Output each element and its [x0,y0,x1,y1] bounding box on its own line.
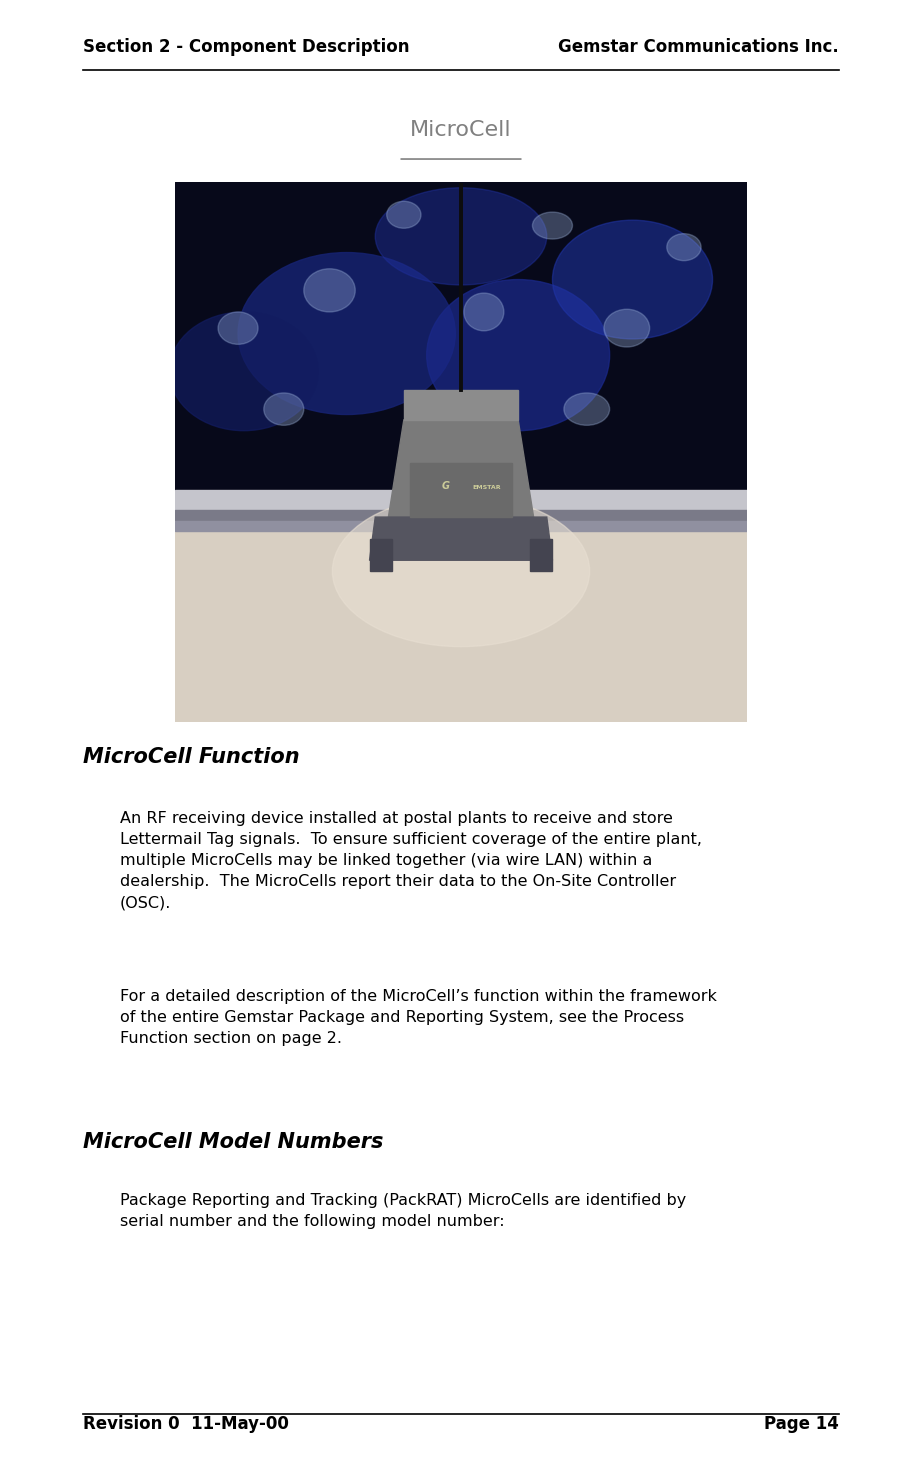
Ellipse shape [464,293,503,331]
Text: MicroCell Function: MicroCell Function [83,747,300,767]
Text: Section 2 - Component Description: Section 2 - Component Description [83,38,409,55]
Ellipse shape [333,496,590,646]
Text: Package Reporting and Tracking (PackRAT) MicroCells are identified by
serial num: Package Reporting and Tracking (PackRAT)… [120,1193,686,1230]
Text: Gemstar Communications Inc.: Gemstar Communications Inc. [558,38,839,55]
Bar [404,390,518,420]
Ellipse shape [667,233,701,261]
Ellipse shape [238,252,455,414]
Text: MicroCell Model Numbers: MicroCell Model Numbers [83,1132,384,1153]
Bar [175,516,747,722]
Bar [409,463,513,516]
Text: Page 14: Page 14 [764,1415,839,1433]
Bar [175,511,747,519]
Polygon shape [386,420,536,528]
Bar [175,182,747,516]
Ellipse shape [375,188,547,285]
Ellipse shape [304,268,355,312]
Ellipse shape [219,312,258,344]
Text: Revision 0  11-May-00: Revision 0 11-May-00 [83,1415,289,1433]
Ellipse shape [170,312,318,430]
Ellipse shape [552,220,713,338]
Text: For a detailed description of the MicroCell’s function within the framework
of t: For a detailed description of the MicroC… [120,989,716,1046]
Ellipse shape [264,392,304,425]
Text: G: G [442,481,450,492]
Ellipse shape [386,201,421,228]
Bar [175,521,747,531]
Text: MicroCell: MicroCell [410,120,512,140]
Ellipse shape [604,309,650,347]
Bar [529,538,552,570]
Text: EMSTAR: EMSTAR [472,484,501,490]
Ellipse shape [564,392,609,425]
Bar [370,538,393,570]
Ellipse shape [427,280,609,430]
Ellipse shape [533,212,573,239]
Polygon shape [370,516,552,560]
Bar [175,490,747,538]
Text: An RF receiving device installed at postal plants to receive and store
Lettermai: An RF receiving device installed at post… [120,811,702,910]
